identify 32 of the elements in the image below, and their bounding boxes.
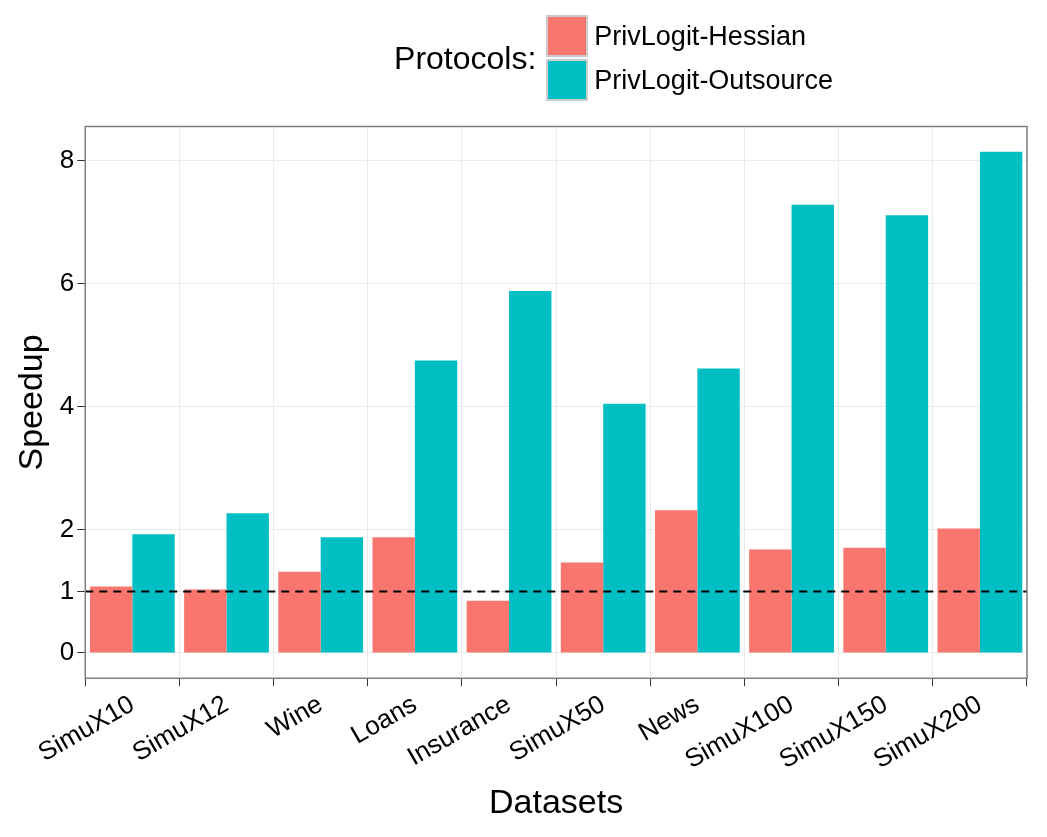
bar: [184, 589, 227, 653]
y-tick-label: 1: [59, 574, 75, 605]
legend-label: PrivLogit-Outsource: [594, 64, 833, 96]
bar: [979, 151, 1023, 653]
bar: [791, 204, 834, 653]
bar: [132, 534, 175, 653]
x-axis-title: Datasets: [489, 781, 624, 820]
bar: [372, 537, 415, 653]
bar: [843, 547, 886, 653]
y-tick-label: 4: [59, 389, 75, 420]
bar: [937, 528, 980, 653]
legend-title: Protocols:: [394, 39, 537, 77]
bar: [509, 290, 552, 653]
bar: [278, 571, 321, 653]
bar: [466, 600, 510, 653]
y-tick-label: 0: [59, 636, 75, 667]
legend-label: PrivLogit-Hessian: [594, 20, 806, 52]
bar: [655, 510, 698, 653]
bar: [89, 586, 133, 653]
bar: [560, 562, 604, 653]
bar: [226, 513, 269, 653]
y-tick-label: 2: [59, 513, 75, 544]
bar: [320, 537, 364, 653]
bar: [603, 403, 646, 653]
bar: [885, 215, 929, 653]
bar: [749, 549, 792, 653]
x-tick-label: Wine: [261, 688, 328, 744]
bar: [697, 368, 740, 653]
y-tick-label: 8: [59, 143, 75, 174]
y-tick-label: 6: [59, 266, 75, 297]
y-axis-title: Speedup: [10, 334, 49, 471]
bar: [414, 360, 458, 653]
